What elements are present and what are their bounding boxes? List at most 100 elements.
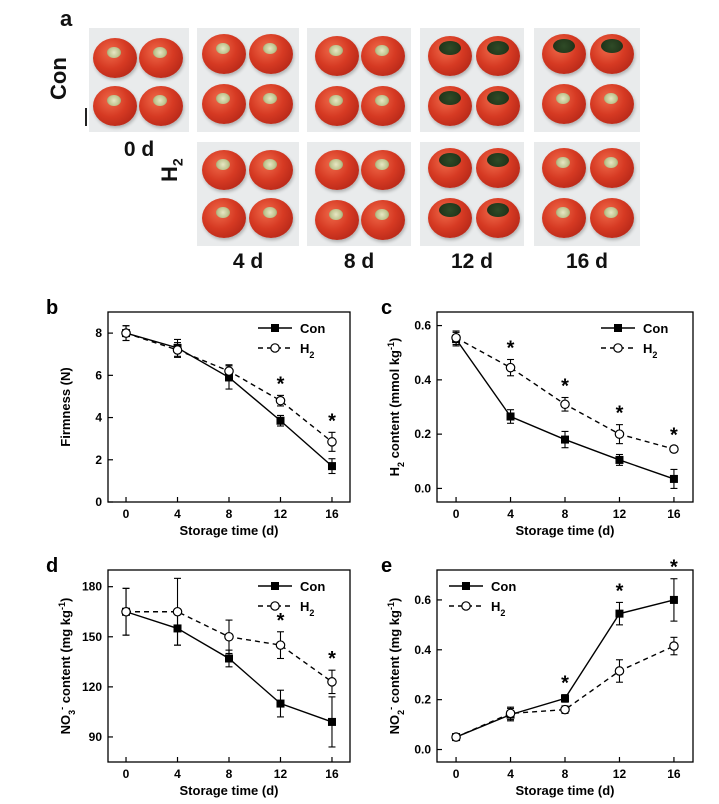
- data-point: [451, 332, 461, 343]
- x-tick-label: 8: [226, 507, 233, 521]
- data-point: [172, 345, 183, 355]
- x-tick-label: 12: [613, 507, 627, 521]
- y-tick-label: 90: [89, 730, 103, 744]
- legend-marker: [271, 582, 279, 590]
- y-tick-label: 0.6: [414, 319, 431, 333]
- x-axis-label: Storage time (d): [180, 523, 279, 538]
- significance-star: *: [507, 338, 515, 360]
- chart-e: e 0.0 0.2 0.4 0.6 0 4 8 12 16 Storage time (d) NO2-…: [381, 555, 694, 798]
- plot-frame: [436, 569, 694, 763]
- y-axis-label: NO2- content (mg kg-1): [386, 598, 406, 735]
- data-point: [561, 694, 569, 703]
- legend-label-con: Con: [300, 321, 325, 336]
- chart-c: c 0.0 0.2 0.4 0.6 0 4 8 12 16 Storage time (d) H2 c…: [381, 297, 694, 538]
- x-tick-label: 8: [562, 507, 569, 521]
- data-point: [560, 704, 570, 715]
- y-tick-label: 120: [82, 680, 102, 694]
- legend-label-h2: H2: [643, 341, 657, 360]
- significance-star: *: [670, 557, 678, 579]
- photo-h2-12d: [420, 142, 524, 246]
- photo-h2-16d: [534, 142, 640, 246]
- y-axis-label: NO3- content (mg kg-1): [57, 598, 77, 735]
- data-point: [669, 641, 679, 651]
- data-point: [327, 462, 336, 471]
- chart-d: d 90 120 150 180 0 4 8 12 16 Storage time (d) NO3- …: [46, 555, 351, 798]
- data-point: [669, 474, 678, 483]
- x-tick-label: 16: [325, 507, 339, 521]
- x-tick-label: 4: [507, 507, 514, 521]
- significance-star: *: [328, 648, 336, 670]
- data-point: [121, 606, 131, 617]
- scale-bar: [85, 108, 87, 126]
- x-tick-label: 4: [174, 767, 181, 781]
- data-point: [560, 399, 570, 410]
- legend: Con H2: [258, 579, 325, 618]
- y-axis-label: H2 content (mmol kg-1): [386, 338, 406, 477]
- y-tick-label: 4: [95, 411, 102, 425]
- legend-marker: [613, 343, 623, 353]
- x-tick-label: 0: [123, 767, 130, 781]
- day-label-0d: 0 d: [123, 138, 155, 161]
- x-tick-label: 16: [325, 767, 339, 781]
- x-tick-label: 4: [507, 767, 514, 781]
- photo-con-16d: [534, 28, 640, 132]
- legend-marker: [271, 324, 279, 332]
- legend-marker: [270, 343, 280, 353]
- x-tick-label: 4: [174, 507, 181, 521]
- data-point: [275, 395, 286, 406]
- data-point: [225, 654, 233, 663]
- data-point: [505, 362, 516, 373]
- series-h2: [121, 325, 337, 452]
- y-tick-label: 0.4: [414, 643, 431, 657]
- legend-label-h2: H2: [300, 599, 314, 618]
- data-point: [327, 677, 337, 687]
- data-point: [224, 631, 234, 642]
- photo-h2-4d: [197, 142, 299, 246]
- significance-star: *: [328, 410, 336, 432]
- photo-con-0d: [89, 28, 189, 132]
- significance-star: *: [277, 373, 285, 395]
- data-point: [172, 606, 183, 617]
- data-point: [615, 609, 624, 618]
- data-point: [224, 366, 234, 376]
- series-h2: [121, 577, 337, 695]
- photo-con-4d: [197, 28, 299, 132]
- significance-star: *: [670, 424, 678, 446]
- y-tick-label: 0.0: [414, 481, 431, 495]
- y-tick-label: 150: [82, 630, 102, 644]
- legend-marker: [462, 582, 470, 590]
- legend-marker: [270, 601, 280, 611]
- series-line-h2: [455, 645, 675, 738]
- photo-con-8d: [307, 28, 411, 132]
- data-point: [451, 732, 461, 742]
- x-axis-label: Storage time (d): [516, 523, 615, 538]
- panel-letter-c: c: [381, 297, 392, 319]
- legend: Con H2: [449, 579, 516, 618]
- series-h2: [451, 330, 679, 454]
- data-point: [614, 666, 625, 676]
- legend-label-h2: H2: [491, 599, 505, 618]
- x-tick-label: 0: [453, 507, 460, 521]
- legend: Con H2: [601, 321, 668, 360]
- series-line-con: [455, 599, 675, 738]
- day-label-8d: 8 d: [343, 250, 375, 273]
- series-h2: [451, 636, 679, 742]
- y-tick-label: 6: [95, 368, 102, 382]
- data-point: [327, 437, 337, 447]
- legend: Con H2: [258, 321, 325, 360]
- y-tick-label: 0.2: [414, 427, 431, 441]
- y-tick-label: 0.0: [414, 743, 431, 757]
- data-point: [121, 328, 131, 338]
- significance-star: *: [561, 376, 569, 398]
- day-label-12d: 12 d: [450, 250, 494, 273]
- legend-marker: [614, 324, 622, 332]
- x-tick-label: 0: [123, 507, 130, 521]
- panel-letter-d: d: [46, 555, 58, 577]
- y-axis-label: Firmness (N): [58, 367, 73, 446]
- day-label-16d: 16 d: [565, 250, 609, 273]
- row-label-con: Con: [46, 57, 71, 100]
- data-point: [276, 416, 285, 425]
- data-point: [615, 455, 624, 464]
- day-label-4d: 4 d: [232, 250, 264, 273]
- data-point: [561, 435, 569, 444]
